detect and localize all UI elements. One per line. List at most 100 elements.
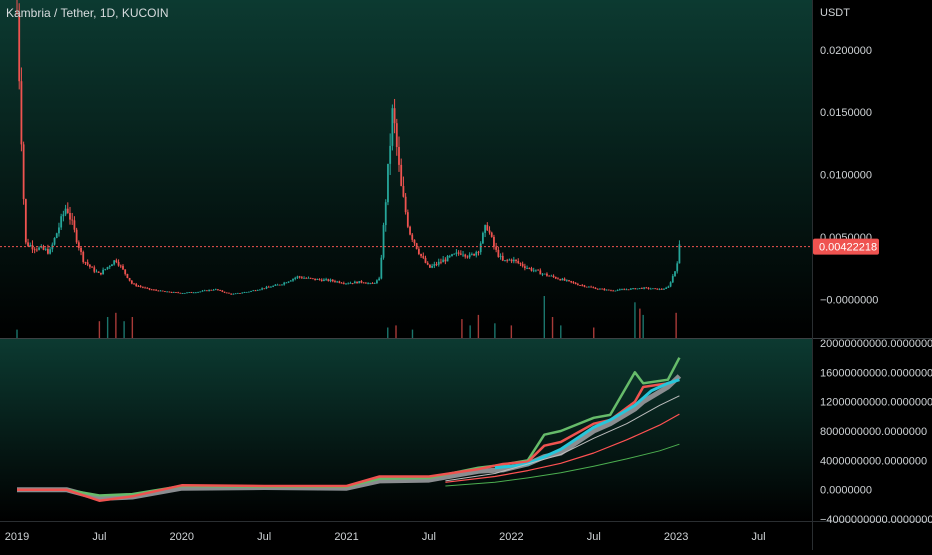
candle-body-216 [493, 236, 495, 247]
candle-body-52 [130, 280, 133, 284]
candle-body-215 [490, 232, 493, 237]
time-axis-tick-1: Jul [92, 531, 106, 543]
candle-body-254 [576, 284, 579, 286]
candle-body-126 [294, 277, 297, 279]
candle-body-180 [413, 239, 416, 244]
candle-body-172 [395, 123, 398, 147]
candle-body-202 [462, 254, 464, 256]
candle-body-218 [497, 249, 500, 257]
candle-body-115 [270, 286, 272, 288]
candle-body-13 [44, 249, 47, 250]
candle-body-68 [166, 291, 169, 293]
candle-body-47 [119, 265, 122, 267]
candle-body-277 [627, 289, 630, 291]
candle-body-194 [444, 259, 447, 262]
candle-body-287 [649, 288, 652, 290]
candle-body-234 [532, 270, 535, 272]
candle-body-33 [88, 264, 91, 267]
candle-body-44 [113, 260, 116, 265]
candle-body-89 [212, 289, 215, 291]
candle-body-249 [565, 280, 568, 281]
candle-body-158 [364, 282, 367, 284]
candle-body-259 [587, 286, 590, 288]
candle-body-69 [168, 291, 171, 293]
candle-body-6 [29, 245, 32, 247]
candle-body-48 [122, 265, 124, 270]
candle-body-157 [362, 282, 365, 284]
indicator-pane-background [0, 339, 812, 521]
candle-body-188 [431, 265, 434, 268]
candle-body-220 [501, 255, 504, 261]
candle-body-268 [607, 289, 610, 291]
time-axis-tick-5: Jul [422, 531, 436, 543]
volume-bar-9 [461, 319, 463, 338]
candle-body-182 [417, 248, 420, 254]
candle-body-0 [16, 12, 18, 14]
candle-body-178 [409, 226, 411, 235]
candle-body-65 [159, 290, 162, 292]
time-axis-tick-3: Jul [257, 531, 271, 543]
candle-body-102 [241, 292, 244, 294]
candle-body-138 [320, 279, 323, 282]
candle-body-264 [599, 288, 601, 290]
candle-body-24 [69, 212, 71, 220]
volume-bar-0 [16, 329, 18, 338]
price-axis-tick-0: 0.0200000 [820, 45, 872, 57]
candle-body-210 [479, 243, 482, 253]
candle-body-256 [581, 285, 584, 287]
candle-body-105 [247, 291, 250, 293]
price-axis-tick-4: −0.0000000 [820, 294, 878, 306]
candle-body-73 [177, 292, 180, 294]
candle-body-294 [665, 287, 668, 289]
candle-body-239 [543, 273, 546, 275]
candle-body-267 [605, 289, 608, 291]
candle-body-36 [95, 271, 98, 273]
candle-body-77 [186, 292, 188, 294]
candle-body-291 [658, 288, 661, 290]
candle-body-186 [426, 262, 429, 265]
volume-bar-4 [123, 321, 125, 338]
candle-body-207 [473, 253, 475, 256]
candle-body-91 [217, 289, 219, 291]
candle-body-95 [225, 292, 228, 294]
candle-body-211 [482, 232, 484, 244]
candle-body-3 [22, 144, 25, 200]
candle-body-34 [91, 266, 93, 268]
candle-body-22 [64, 208, 67, 215]
candle-body-251 [570, 280, 573, 283]
candle-body-61 [150, 289, 153, 291]
candle-body-9 [35, 249, 38, 251]
candle-body-299 [676, 263, 679, 272]
candle-body-76 [183, 292, 186, 294]
candle-body-119 [278, 284, 281, 286]
candle-body-78 [188, 292, 191, 293]
candle-body-66 [161, 290, 164, 292]
candle-body-112 [263, 288, 266, 290]
candle-body-293 [663, 288, 665, 290]
volume-bar-1 [98, 321, 101, 338]
candle-body-174 [400, 164, 403, 186]
candle-body-98 [232, 293, 235, 295]
candle-body-136 [316, 279, 319, 280]
volume-bar-10 [469, 325, 471, 338]
candle-body-4 [24, 199, 27, 243]
candle-body-284 [643, 287, 645, 289]
candle-body-282 [638, 288, 641, 289]
candle-body-281 [636, 288, 639, 290]
candle-body-124 [289, 280, 292, 282]
candle-body-84 [201, 290, 204, 292]
candle-body-72 [175, 292, 177, 293]
candle-body-289 [654, 288, 657, 290]
candle-body-224 [510, 259, 513, 262]
candle-body-181 [415, 243, 418, 249]
candle-body-272 [616, 290, 619, 291]
candle-body-109 [256, 290, 259, 291]
candle-body-143 [331, 279, 334, 282]
candle-body-168 [387, 163, 389, 203]
candle-body-37 [97, 271, 100, 273]
candle-body-161 [371, 283, 374, 285]
candle-body-147 [340, 282, 343, 284]
candle-body-278 [629, 288, 632, 290]
